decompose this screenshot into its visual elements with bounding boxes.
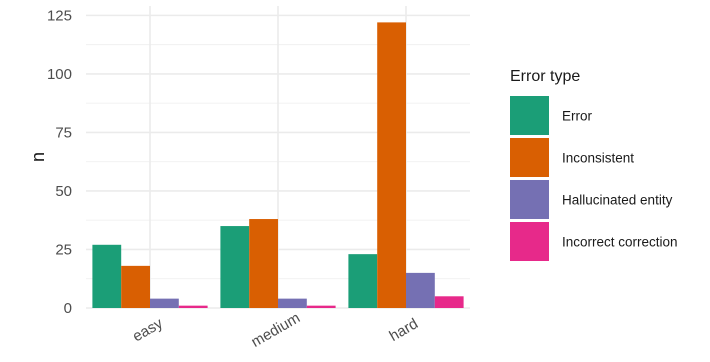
x-tick-label: easy	[130, 315, 166, 346]
bar-easy-incorrect-correction	[178, 305, 208, 308]
y-tick-label: 50	[55, 183, 72, 200]
bar-hard-error	[348, 254, 378, 308]
bar-hard-incorrect-correction	[434, 296, 464, 308]
y-tick-label: 75	[55, 124, 72, 141]
bar-hard-hallucinated-entity	[406, 272, 435, 308]
bar-easy-hallucinated-entity	[150, 298, 179, 308]
bar-hard-inconsistent	[377, 22, 406, 308]
legend-key	[510, 222, 549, 261]
x-tick-label: medium	[248, 309, 303, 350]
y-tick-label: 0	[64, 300, 72, 317]
bars	[92, 22, 464, 308]
legend-title: Error type	[510, 68, 580, 85]
bar-medium-error	[220, 226, 250, 308]
y-tick-label: 25	[55, 241, 72, 258]
legend-label: Error	[562, 109, 593, 124]
bar-medium-incorrect-correction	[306, 305, 336, 308]
y-tick-label: 125	[47, 7, 72, 24]
legend-label: Inconsistent	[562, 151, 634, 166]
y-tick-label: 100	[47, 66, 72, 83]
y-axis-label: n	[28, 152, 48, 162]
legend-label: Hallucinated entity	[562, 193, 673, 208]
legend-key	[510, 96, 549, 135]
bar-easy-error	[92, 244, 122, 308]
legend: Error type Error Inconsistent Hallucinated…	[510, 68, 678, 261]
bar-medium-inconsistent	[249, 219, 278, 308]
legend-key	[510, 138, 549, 177]
x-axis-ticks: easy medium hard	[130, 309, 421, 350]
x-tick-label: hard	[386, 315, 421, 345]
bar-medium-hallucinated-entity	[278, 298, 307, 308]
legend-label: Incorrect correction	[562, 235, 678, 250]
y-axis-ticks: 0 25 50 75 100 125	[47, 7, 72, 317]
bar-easy-inconsistent	[121, 265, 150, 308]
legend-key	[510, 180, 549, 219]
